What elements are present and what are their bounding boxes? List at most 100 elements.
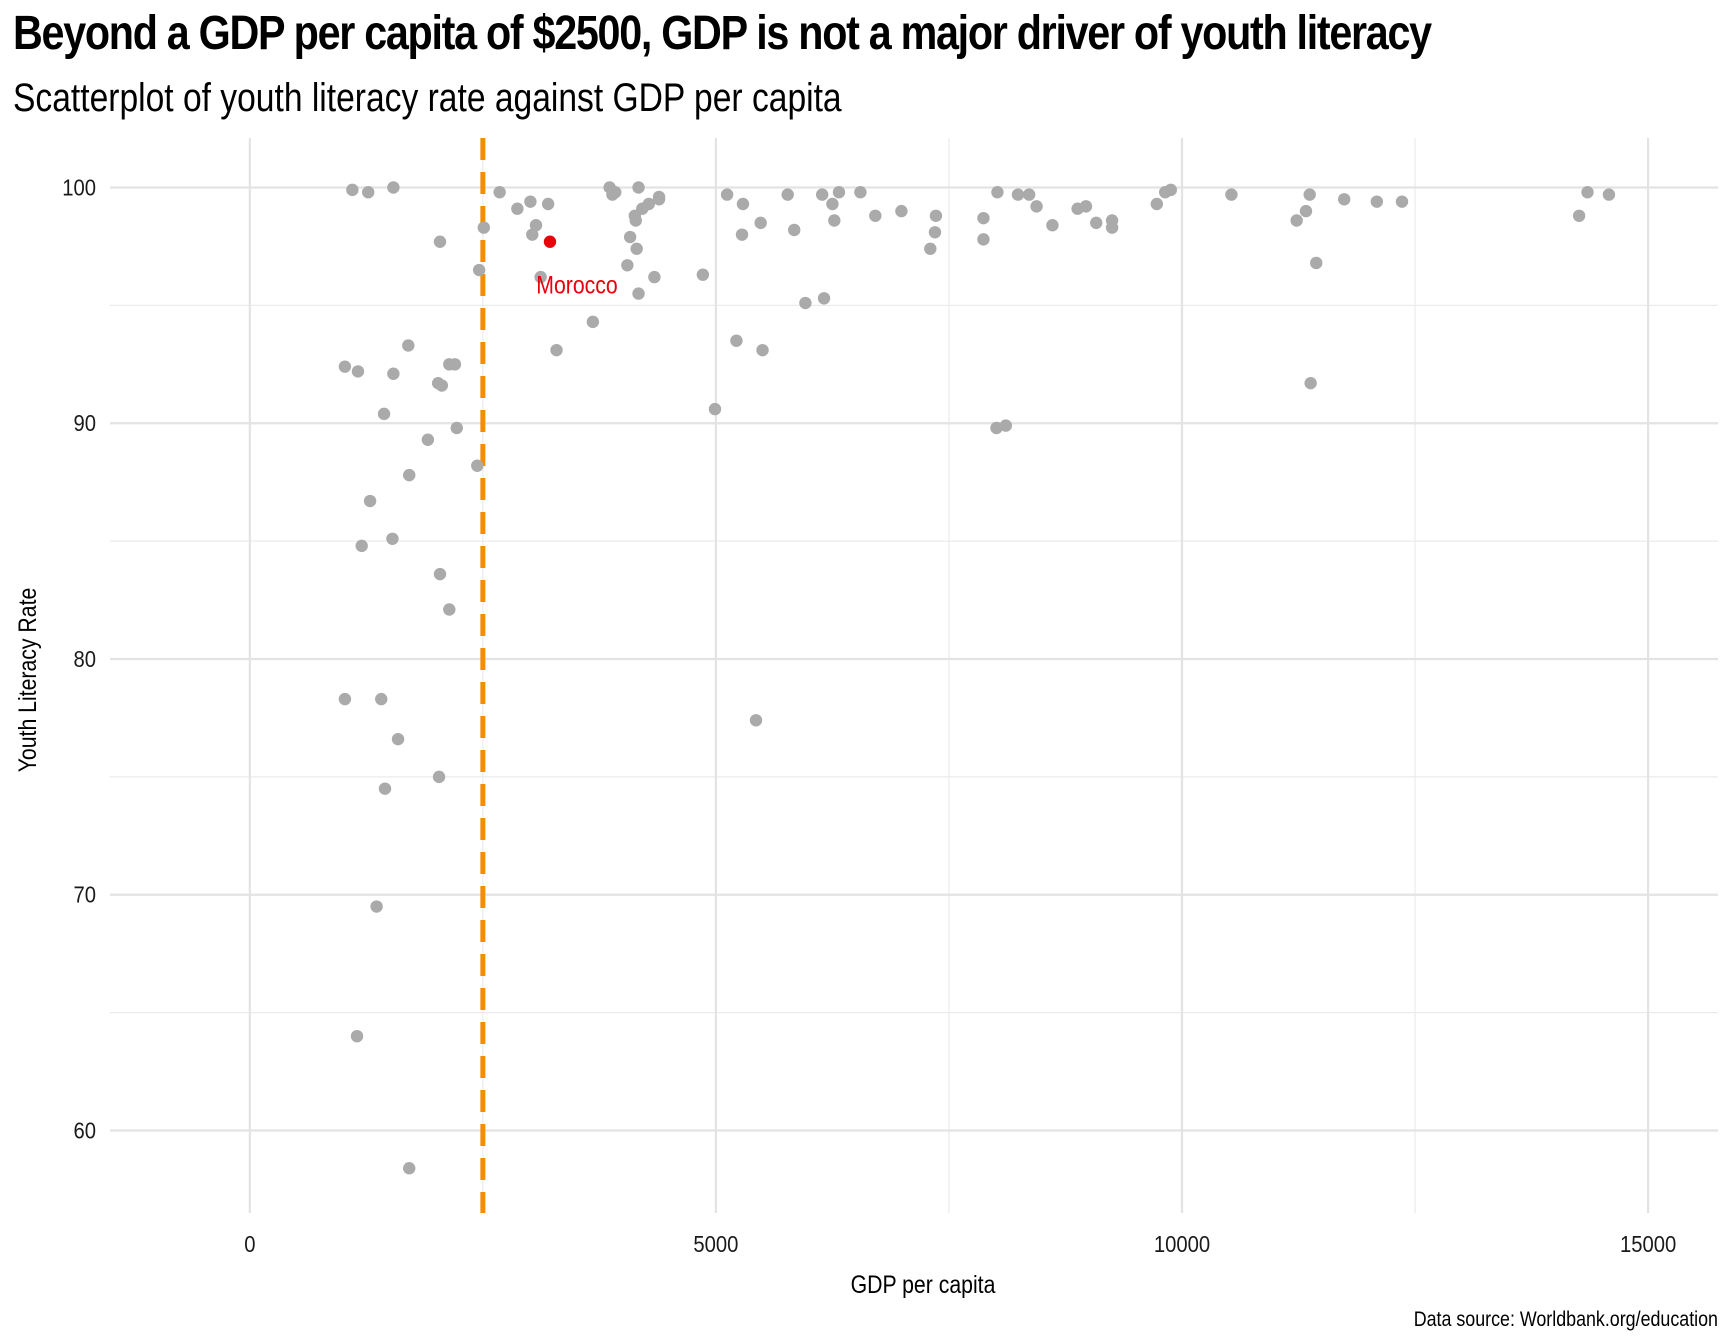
data-point (630, 242, 643, 256)
data-point (541, 197, 555, 211)
data-point (1337, 193, 1351, 206)
data-point (1030, 200, 1043, 213)
data-point (1572, 209, 1586, 222)
data-point (1290, 214, 1303, 227)
data-point (443, 603, 456, 616)
data-point (854, 186, 867, 199)
major-gridlines (110, 138, 1718, 1213)
data-point (387, 367, 400, 380)
data-point (990, 421, 1003, 435)
data-point (869, 209, 882, 222)
data-point (386, 532, 399, 545)
data-point (391, 732, 405, 746)
data-point (756, 343, 769, 357)
data-point (928, 226, 942, 239)
morocco-point (543, 235, 557, 248)
data-point (493, 186, 506, 199)
data-point (781, 188, 794, 201)
data-point (433, 235, 447, 248)
data-point (402, 339, 415, 352)
chart-subtitle: Scatterplot of youth literacy rate again… (13, 76, 842, 120)
y-tick-label: 100 (62, 174, 96, 201)
data-point (1602, 188, 1616, 201)
data-point (403, 468, 416, 482)
data-point (338, 360, 352, 373)
highlight-group: Morocco (536, 235, 618, 299)
data-point (355, 539, 368, 553)
data-point (448, 358, 462, 371)
y-tick-label: 90 (73, 410, 96, 437)
data-point (363, 494, 377, 508)
data-point (1310, 256, 1323, 270)
data-point (629, 214, 642, 227)
x-axis-title: GDP per capita (851, 1270, 996, 1298)
data-point (817, 292, 831, 305)
data-point (929, 209, 943, 222)
data-point (1225, 188, 1238, 201)
data-point (377, 407, 391, 421)
data-point (1370, 195, 1384, 208)
data-point (550, 343, 563, 357)
data-point (1105, 221, 1119, 234)
data-point (378, 782, 392, 795)
data-points (338, 181, 1616, 1175)
data-point (362, 186, 375, 199)
data-point (832, 186, 846, 199)
x-tick-label: 5000 (693, 1231, 738, 1258)
data-point (642, 197, 655, 211)
data-point (432, 770, 446, 784)
data-point (534, 270, 547, 284)
data-point (826, 197, 839, 211)
data-point (387, 181, 400, 194)
data-point (1581, 186, 1594, 199)
data-point (526, 228, 539, 241)
data-point (632, 181, 645, 194)
data-point (421, 433, 435, 446)
data-point (1304, 376, 1317, 390)
x-tick-label: 15000 (1620, 1231, 1676, 1258)
data-point (977, 233, 990, 246)
data-point (991, 186, 1004, 199)
y-tick-label: 80 (73, 646, 96, 673)
data-point (815, 188, 829, 201)
data-point (1303, 188, 1316, 201)
data-point (338, 692, 352, 706)
data-point (788, 223, 801, 237)
data-point (346, 183, 359, 197)
data-point (1299, 204, 1313, 218)
data-point (1011, 188, 1025, 201)
minor-gridlines (110, 138, 1718, 1213)
data-point (370, 900, 383, 913)
data-source-caption: Data source: Worldbank.org/education (1413, 1308, 1718, 1331)
x-axis-ticks: 0 5000 10000 15000 (244, 1231, 1676, 1258)
data-point (351, 365, 365, 378)
scatter-plot: Morocco 0 5000 10000 15000 60 70 80 90 100 GDP … (13, 138, 1718, 1298)
data-point (1022, 188, 1036, 201)
data-point (471, 459, 484, 472)
data-point (895, 204, 908, 218)
x-tick-label: 0 (244, 1231, 255, 1258)
data-point (433, 567, 447, 581)
data-point (648, 270, 661, 284)
data-point (749, 714, 763, 727)
data-point (735, 228, 749, 241)
data-point (472, 263, 486, 277)
data-point (1079, 200, 1093, 213)
data-point (730, 334, 743, 347)
data-point (586, 315, 600, 329)
data-point (652, 193, 666, 206)
data-point (720, 188, 734, 201)
morocco-label: Morocco (536, 271, 617, 299)
data-point (1164, 183, 1178, 197)
data-point (708, 402, 722, 416)
data-point (1046, 219, 1059, 232)
data-point (1395, 195, 1409, 208)
data-point (632, 287, 645, 300)
x-tick-label: 10000 (1154, 1231, 1210, 1258)
data-point (924, 242, 937, 256)
data-point (623, 230, 637, 244)
y-axis-title: Youth Literacy Rate (13, 588, 41, 773)
data-point (350, 1029, 364, 1043)
data-point (450, 421, 463, 435)
data-point (524, 195, 537, 208)
